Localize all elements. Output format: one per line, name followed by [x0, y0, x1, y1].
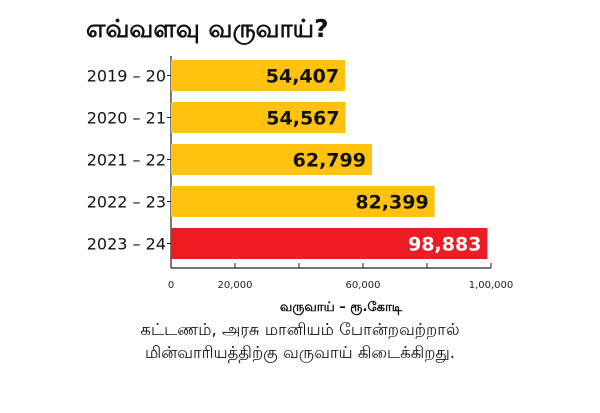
chart-note: கட்டணம், அரசு மானியம் போன்றவற்றால் மின்வ…	[0, 318, 600, 364]
bar	[171, 60, 346, 91]
x-axis-label: வருவாய் – ரூ.கோடி	[280, 300, 403, 315]
y-tick-label: 2019 – 20	[87, 67, 166, 86]
data-label: 62,799	[293, 150, 366, 172]
data-label: 54,407	[266, 66, 339, 88]
x-tick-label: 60,000	[346, 280, 381, 291]
bar	[171, 144, 372, 175]
y-tick-label: 2020 – 21	[87, 109, 166, 128]
y-tick-label: 2023 – 24	[87, 235, 166, 254]
data-label: 54,567	[266, 108, 339, 130]
y-tick-label: 2022 – 23	[87, 193, 166, 212]
chart-title: எவ்வளவு வருவாய்?	[86, 14, 329, 43]
note-line: மின்வாரியத்திற்கு வருவாய் கிடைக்கிறது.	[145, 343, 455, 362]
data-label: 82,399	[355, 192, 428, 214]
bar	[171, 186, 435, 217]
y-tick-label: 2021 – 22	[87, 151, 166, 170]
data-label: 98,883	[408, 234, 481, 256]
x-tick-label: 20,000	[218, 280, 253, 291]
x-tick-label: 1,00,000	[469, 280, 514, 291]
x-tick-label: 0	[168, 280, 174, 291]
bar	[171, 102, 346, 133]
bar	[171, 228, 488, 259]
note-line: கட்டணம், அரசு மானியம் போன்றவற்றால்	[140, 320, 460, 339]
